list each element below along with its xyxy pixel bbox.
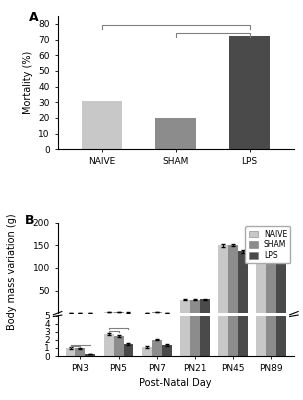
Bar: [114, 336, 124, 356]
Bar: [180, 115, 190, 356]
Bar: [200, 299, 210, 313]
Bar: [218, 0, 228, 356]
Text: A: A: [29, 11, 39, 24]
Bar: [256, 234, 266, 313]
Bar: [114, 312, 124, 313]
Bar: [152, 340, 161, 356]
Bar: [82, 102, 122, 149]
Bar: [104, 312, 114, 313]
Bar: [75, 348, 85, 356]
Bar: [65, 348, 75, 356]
Bar: [161, 345, 171, 356]
Bar: [238, 0, 248, 356]
Bar: [104, 334, 114, 356]
Bar: [228, 0, 238, 356]
Bar: [238, 251, 248, 313]
Bar: [124, 312, 133, 313]
Bar: [152, 312, 161, 313]
Bar: [228, 245, 238, 313]
Bar: [266, 234, 276, 313]
Bar: [229, 36, 270, 149]
Bar: [218, 245, 228, 313]
Bar: [266, 0, 276, 356]
Text: Body mass variation (g): Body mass variation (g): [7, 214, 17, 330]
X-axis label: Post-Natal Day: Post-Natal Day: [139, 378, 212, 388]
Bar: [200, 107, 210, 356]
Bar: [276, 0, 286, 356]
Bar: [190, 119, 200, 356]
Bar: [161, 312, 171, 313]
Bar: [124, 344, 133, 356]
Bar: [155, 118, 196, 149]
Bar: [190, 300, 200, 313]
Bar: [256, 0, 266, 356]
Bar: [85, 354, 95, 356]
Bar: [142, 347, 152, 356]
Bar: [180, 300, 190, 313]
Y-axis label: Mortality (%): Mortality (%): [23, 51, 33, 114]
Legend: NAIVE, SHAM, LPS: NAIVE, SHAM, LPS: [245, 226, 290, 264]
Bar: [276, 236, 286, 313]
Text: B: B: [25, 214, 34, 227]
